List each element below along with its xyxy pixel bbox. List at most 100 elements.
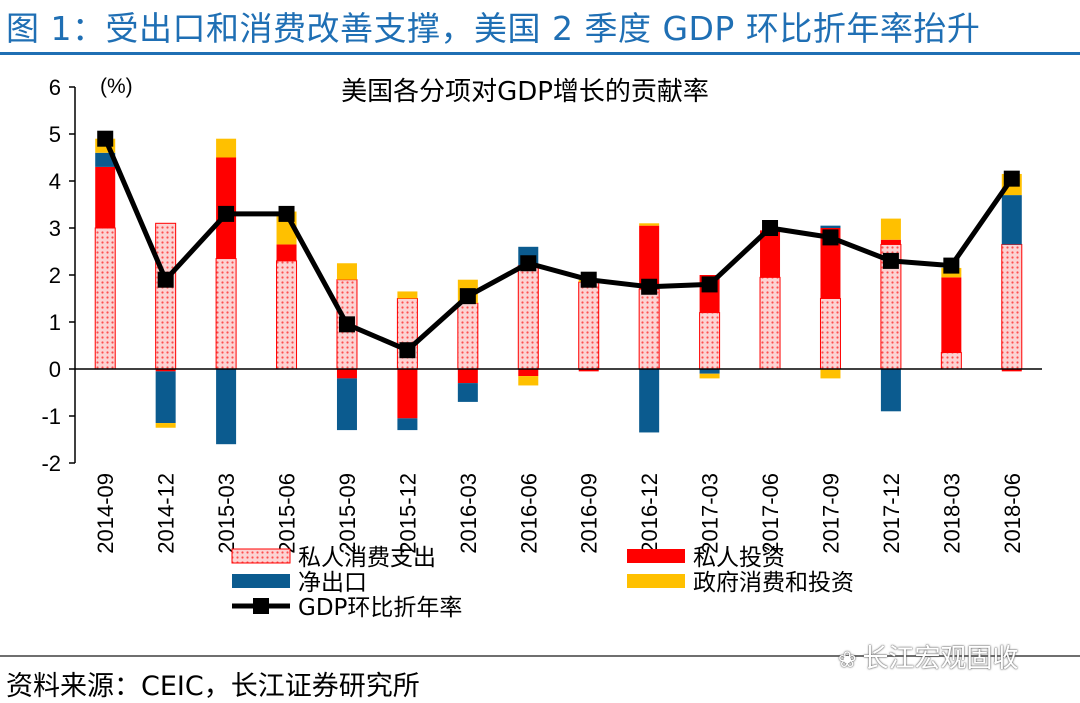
y-tick-label: -2 [41,451,61,476]
net-exports-bar [155,371,176,424]
consumption-bar [1001,243,1023,370]
consumption-bar [396,298,418,370]
net-exports-bar [457,383,478,402]
net-exports-bar [1001,195,1022,245]
x-tick-label: 2017-09 [818,473,843,554]
legend-label: 净出口 [298,570,367,596]
y-axis: -2 -1 0 1 2 3 4 5 6 [41,75,76,476]
government-bar [518,376,539,386]
legend-marker [253,598,269,614]
government-bar [880,218,901,240]
watermark-text: 长江宏观固收 [862,644,1019,674]
legend-swatch [231,548,291,564]
net-exports-bar [216,369,237,445]
gdp-point [157,271,174,288]
gdp-point [520,255,537,272]
investment-bar [155,369,176,372]
gdp-point [580,271,597,288]
gdp-point [399,342,416,359]
investment-bar [820,228,841,299]
legend-label: 政府消费和投资 [693,570,854,596]
y-tick-label: 5 [49,122,61,147]
y-tick-label: 0 [49,357,61,382]
net-exports-bar [336,378,357,431]
investment-bar [457,369,478,384]
x-tick-label: 2014-09 [93,473,118,554]
consumption-bar [215,258,237,370]
government-bar [397,291,418,299]
government-bar [216,138,237,158]
y-tick-label: 6 [49,75,61,100]
x-tick-label: 2018-03 [939,473,964,554]
government-bar [336,263,357,280]
wechat-icon: ❀ [838,648,857,673]
x-tick-label: 2015-03 [214,473,239,554]
y-tick-label: 1 [49,310,61,335]
legend-label: GDP环比折年率 [298,595,462,621]
legend-swatch [627,574,685,588]
consumption-bar [517,265,539,370]
investment-bar [760,230,781,278]
gdp-point [278,205,295,222]
consumption-bar [940,352,962,370]
consumption-bar [638,288,660,370]
investment-bar [518,369,539,377]
x-tick-label: 2015-12 [395,473,420,554]
consumption-bar [457,302,479,370]
gdp-point [218,205,235,222]
figure-title: 图 1：受出口和消费改善支撑，美国 2 季度 GDP 环比折年率抬升 [6,9,981,48]
watermark: ❀ 长江宏观固收 [838,638,1018,675]
x-tick-label: 2017-12 [879,473,904,554]
gdp-point [943,257,960,274]
gdp-point [762,220,779,236]
bar-series [75,138,1042,445]
investment-bar [941,277,962,353]
investment-bar [1001,369,1022,372]
source-note: 资料来源：CEIC，长江证券研究所 [6,671,420,702]
x-tick-label: 2016-09 [577,473,602,554]
x-axis: 2014-09 2014-12 2015-03 2015-06 2015-09 2015-… [93,473,1025,554]
legend-swatch [232,574,290,588]
net-exports-bar [880,369,901,412]
net-exports-bar [639,369,660,433]
title-divider [0,52,1080,55]
gdp-point [701,276,718,293]
investment-bar [397,369,418,419]
gdp-point [338,316,355,333]
gdp-point [459,288,476,305]
y-tick-label: 4 [49,169,61,194]
gdp-point [882,252,899,269]
y-tick-label: 3 [49,216,61,241]
government-bar [155,423,176,428]
x-tick-label: 2018-06 [1000,473,1025,554]
investment-bar [639,225,660,290]
x-tick-label: 2017-03 [698,473,723,554]
legend-swatch [627,549,685,563]
consumption-bar [276,260,298,370]
investment-bar [336,369,357,379]
legend-label: 私人消费支出 [298,545,436,571]
consumption-bar [155,222,177,370]
net-exports-bar [397,418,418,431]
gdp-point [641,278,658,295]
investment-bar [578,369,599,372]
investment-bar [276,244,297,261]
gdp-line-series [97,130,1020,359]
investment-bar [95,166,116,228]
legend-label: 私人投资 [693,545,785,571]
gdp-point [822,229,839,246]
gdp-point [1003,170,1020,187]
net-exports-bar [820,225,841,228]
gdp-line [102,137,1014,353]
consumption-bar [759,276,781,370]
x-tick-label: 2015-09 [335,473,360,554]
y-axis-unit: (%) [100,75,133,98]
government-bar [639,223,660,226]
x-tick-label: 2015-06 [275,473,300,554]
x-tick-label: 2014-12 [154,473,179,554]
government-bar [820,369,841,379]
gdp-point [97,130,114,147]
consumption-bar [699,312,721,370]
